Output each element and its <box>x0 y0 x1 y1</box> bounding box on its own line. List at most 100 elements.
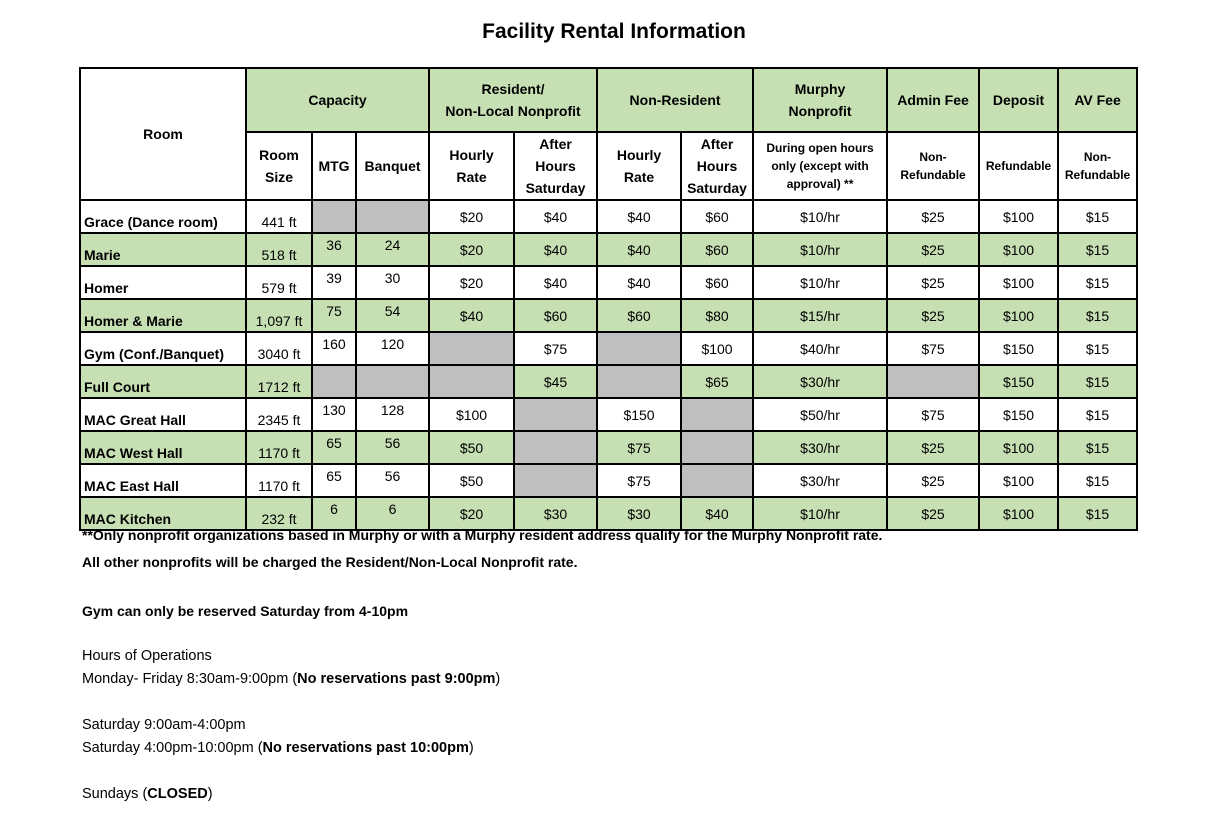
resident-hourly-cell: $50 <box>428 463 516 498</box>
murphy-rate-cell: $30/hr <box>752 364 889 399</box>
rental-rates-table: Room Capacity Resident/ Non-Local Nonpro… <box>79 67 1139 531</box>
non-resident-hourly-cell: $30 <box>596 496 683 531</box>
banquet-capacity-cell: 30 <box>354 265 431 300</box>
capacity-group-header: Capacity <box>244 67 431 133</box>
banquet-capacity-cell: 128 <box>354 397 431 432</box>
resident-after-hours-cell: $60 <box>513 298 599 333</box>
murphy-rate-cell: $30/hr <box>752 463 889 498</box>
av-fee-cell: $15 <box>1057 331 1139 366</box>
admin-fee-cell: $25 <box>886 463 981 498</box>
murphy-header-line2: Nonprofit <box>788 103 852 119</box>
table-row: Homer 579 ft 39 30 $20 $40 $40 $60 $10/hr $25 $100… <box>79 265 1139 300</box>
table-row: Homer & Marie 1,097 ft 75 54 $40 $60 $60 $80 $15… <box>79 298 1139 333</box>
admin-fee-cell: $25 <box>886 496 981 531</box>
unavailable-cell <box>513 397 599 432</box>
admin-fee-cell: $25 <box>886 199 981 234</box>
room-column-header: Room <box>79 67 247 201</box>
header-line: Refundable <box>900 168 966 182</box>
non-resident-hourly-cell: $75 <box>596 430 683 465</box>
av-fee-header: AV Fee <box>1057 67 1139 133</box>
mtg-capacity-cell: 65 <box>311 430 357 465</box>
paren: ) <box>495 671 501 687</box>
unavailable-cell <box>596 364 683 399</box>
admin-fee-cell: $25 <box>886 430 981 465</box>
header-line: After <box>700 136 734 152</box>
murphy-rate-cell: $30/hr <box>752 430 889 465</box>
room-name-cell: MAC East Hall <box>79 463 247 498</box>
non-resident-after-hours-cell: $60 <box>680 232 755 267</box>
admin-fee-cell: $25 <box>886 232 981 267</box>
av-fee-cell: $15 <box>1057 496 1139 531</box>
room-size-header: Room Size <box>245 131 313 201</box>
header-line: Non- <box>919 150 947 164</box>
non-resident-hourly-cell: $150 <box>596 397 683 432</box>
murphy-note-header: During open hours only (except with appr… <box>752 131 889 201</box>
room-size-cell: 2345 ft <box>245 397 313 432</box>
resident-header-line2: Non-Local Nonprofit <box>445 103 581 119</box>
room-size-cell: 1,097 ft <box>245 298 313 333</box>
room-size-cell: 232 ft <box>245 496 313 531</box>
room-name-cell: MAC West Hall <box>79 430 247 465</box>
hours-saturday-day: Saturday 9:00am-4:00pm <box>82 717 246 733</box>
deposit-cell: $150 <box>978 364 1060 399</box>
resident-after-hours-cell: $40 <box>513 232 599 267</box>
non-resident-after-hours-cell: $80 <box>680 298 755 333</box>
header-line: Rate <box>456 169 487 185</box>
deposit-cell: $100 <box>978 496 1060 531</box>
table-row: Marie 518 ft 36 24 $20 $40 $40 $60 $10/hr $25 $100… <box>79 232 1139 267</box>
unavailable-cell <box>513 463 599 498</box>
banquet-header: Banquet <box>354 131 431 201</box>
room-name-cell: Homer & Marie <box>79 298 247 333</box>
hours-section: Hours of Operations Monday- Friday 8:30a… <box>82 645 500 806</box>
table-row: Gym (Conf./Banquet) 3040 ft 160 120 $75 $100 $… <box>79 331 1139 366</box>
table-row: MAC West Hall 1170 ft 65 56 $50 $75 $30/hr $25 $… <box>79 430 1139 465</box>
unavailable-cell <box>596 331 683 366</box>
resident-header-line1: Resident/ <box>481 81 545 97</box>
room-name-cell: Grace (Dance room) <box>79 199 247 234</box>
room-size-line1: Room <box>259 147 299 163</box>
hours-saturday-evening: Saturday 4:00pm-10:00pm (No reservations… <box>82 737 500 760</box>
av-fee-cell: $15 <box>1057 298 1139 333</box>
hours-sunday: Sundays (CLOSED) <box>82 783 500 806</box>
resident-hourly-cell: $20 <box>428 265 516 300</box>
resident-after-hours-cell: $75 <box>513 331 599 366</box>
deposit-cell: $150 <box>978 397 1060 432</box>
deposit-cell: $100 <box>978 199 1060 234</box>
resident-hourly-cell: $20 <box>428 232 516 267</box>
unavailable-cell <box>311 199 357 234</box>
admin-fee-header: Admin Fee <box>886 67 981 133</box>
murphy-rate-cell: $10/hr <box>752 232 889 267</box>
banquet-capacity-cell: 56 <box>354 463 431 498</box>
table-row: Grace (Dance room) 441 ft $20 $40 $40 $60 $10/… <box>79 199 1139 234</box>
non-resident-after-hours-header: After Hours Saturday <box>680 131 755 201</box>
room-size-cell: 441 ft <box>245 199 313 234</box>
murphy-rate-cell: $10/hr <box>752 199 889 234</box>
header-line: Hours <box>535 158 576 174</box>
room-name-cell: Marie <box>79 232 247 267</box>
banquet-capacity-cell: 54 <box>354 298 431 333</box>
mtg-capacity-cell: 160 <box>311 331 357 366</box>
mtg-capacity-cell: 65 <box>311 463 357 498</box>
admin-fee-cell: $25 <box>886 298 981 333</box>
header-line: only (except with <box>771 159 869 173</box>
resident-hourly-header: Hourly Rate <box>428 131 516 201</box>
gym-note: Gym can only be reserved Saturday from 4… <box>82 603 409 619</box>
header-line: Hourly <box>616 147 662 163</box>
murphy-header-line1: Murphy <box>794 81 846 97</box>
unavailable-cell <box>311 364 357 399</box>
room-size-line2: Size <box>264 169 293 185</box>
paren: ) <box>207 786 213 802</box>
resident-hourly-cell: $100 <box>428 397 516 432</box>
deposit-cell: $100 <box>978 298 1060 333</box>
notes-section: **Only nonprofit organizations based in … <box>82 524 882 623</box>
mtg-capacity-cell: 36 <box>311 232 357 267</box>
mtg-capacity-cell: 39 <box>311 265 357 300</box>
room-size-cell: 1170 ft <box>245 463 313 498</box>
header-line: Non- <box>1083 150 1112 164</box>
av-fee-cell: $15 <box>1057 265 1139 300</box>
murphy-rate-cell: $15/hr <box>752 298 889 333</box>
non-resident-after-hours-cell: $100 <box>680 331 755 366</box>
table-row: MAC Kitchen 232 ft 6 6 $20 $30 $30 $40 $10/hr $25… <box>79 496 1139 531</box>
banquet-capacity-cell: 56 <box>354 430 431 465</box>
murphy-rate-cell: $50/hr <box>752 397 889 432</box>
